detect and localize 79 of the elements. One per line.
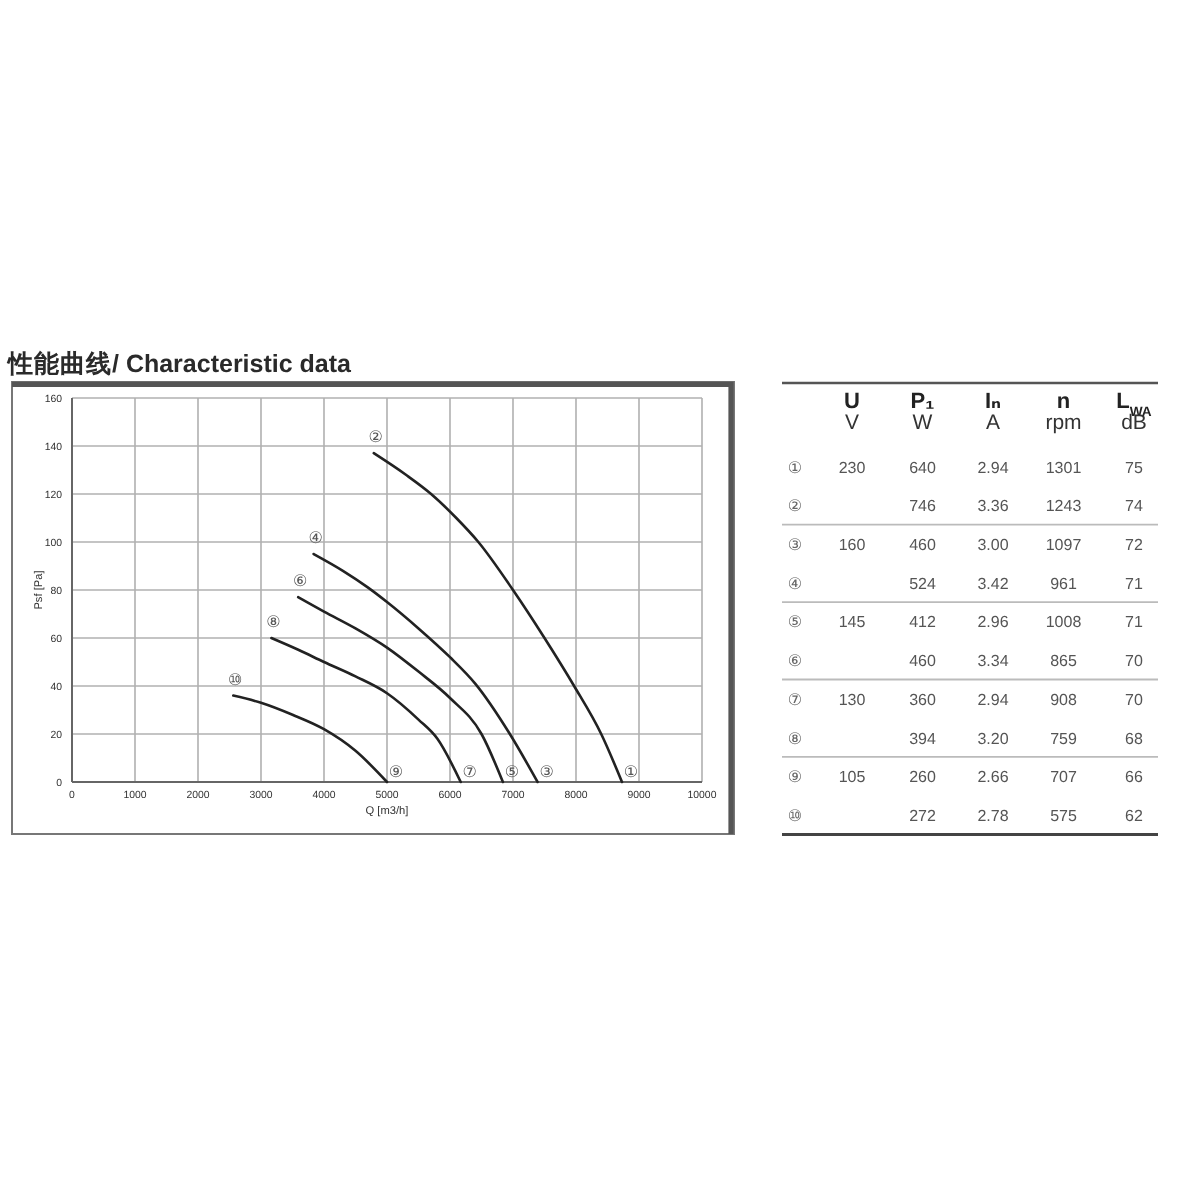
data-label: 2.94 — [977, 458, 1010, 477]
data-label: 575 — [1050, 807, 1078, 825]
data-label: 746 — [909, 497, 937, 516]
text: n — [1056, 390, 1071, 414]
data-label: 1243 — [1045, 497, 1083, 516]
data-label: 360 — [909, 690, 937, 709]
data-label: 640 — [909, 458, 937, 477]
data-label: 68 — [1125, 729, 1144, 748]
text: U — [844, 390, 861, 414]
line-series — [296, 595, 505, 784]
line-series — [312, 552, 539, 784]
data-label: 72 — [1125, 536, 1144, 555]
data-label: 394 — [909, 729, 937, 748]
data-label: 460 — [909, 652, 937, 671]
text: Iₙ — [984, 390, 1002, 414]
annotation: ⑨ — [388, 763, 404, 781]
text: P₁ — [910, 390, 936, 414]
category-label: ⑦ — [787, 690, 803, 709]
data-label: 1008 — [1045, 613, 1083, 632]
category-label: ⑥ — [787, 652, 803, 671]
data-label: 71 — [1125, 574, 1144, 593]
data-label: 70 — [1125, 690, 1144, 709]
data-label: 260 — [909, 768, 937, 787]
data-label: 105 — [838, 768, 867, 787]
data-label: 130 — [838, 690, 867, 709]
data-label: 75 — [1125, 458, 1144, 477]
data-label: 66 — [1125, 768, 1144, 787]
data-label: 961 — [1050, 574, 1078, 593]
text: rpm — [1045, 411, 1083, 435]
data-label: 2.78 — [977, 807, 1010, 825]
data-label: 3.00 — [977, 536, 1010, 555]
data-label: 3.36 — [977, 497, 1010, 516]
category-label: ① — [787, 458, 803, 477]
annotation: ⑥ — [293, 572, 308, 591]
line-series — [231, 694, 389, 784]
data-label: 160 — [838, 536, 867, 555]
data-label: 71 — [1125, 613, 1144, 632]
category-label: ③ — [787, 536, 803, 555]
data-label: 145 — [838, 613, 867, 632]
data-label: 70 — [1125, 652, 1144, 671]
category-label: ④ — [787, 574, 803, 593]
data-label: 62 — [1125, 807, 1144, 825]
data-label: 272 — [909, 807, 937, 825]
data-label: 908 — [1050, 690, 1078, 709]
annotation: ② — [368, 428, 383, 447]
chart-title: 性能曲线/ Characteristic data — [6, 348, 354, 378]
data-label: 2.96 — [977, 613, 1010, 632]
data-label: 3.42 — [977, 574, 1010, 593]
line-series — [270, 636, 463, 784]
data-label: 3.34 — [977, 652, 1010, 671]
line-series — [372, 451, 624, 784]
category-label: ⑧ — [787, 729, 803, 748]
data-label: 3.20 — [977, 729, 1010, 748]
data-label: 2.94 — [977, 690, 1010, 709]
category-label: ⑤ — [787, 613, 803, 632]
data-label: 707 — [1050, 768, 1078, 787]
category-label: ⑨ — [787, 768, 803, 787]
annotation: ④ — [308, 529, 323, 547]
annotation: ⑦ — [462, 763, 477, 781]
annotation: ⑩ — [228, 670, 243, 689]
annotation: ⑤ — [504, 763, 520, 781]
annotation: ① — [623, 763, 639, 781]
data-label: 74 — [1125, 497, 1144, 516]
data-label: 230 — [838, 458, 867, 477]
text: A — [985, 411, 1001, 435]
data-label: 460 — [909, 536, 937, 555]
category-label: ② — [787, 497, 803, 516]
text: V — [844, 411, 860, 435]
data-label: 759 — [1050, 729, 1078, 748]
category-label: ⑩ — [787, 807, 803, 825]
annotation: ③ — [539, 763, 554, 781]
data-label: 1301 — [1045, 458, 1083, 477]
data-label: 2.66 — [977, 768, 1010, 787]
data-label: 412 — [909, 613, 937, 632]
data-label: 524 — [909, 574, 937, 593]
annotation: ⑧ — [266, 613, 281, 631]
data-label: 865 — [1050, 652, 1078, 671]
text: W — [912, 411, 933, 435]
data-label: 1097 — [1045, 536, 1083, 555]
